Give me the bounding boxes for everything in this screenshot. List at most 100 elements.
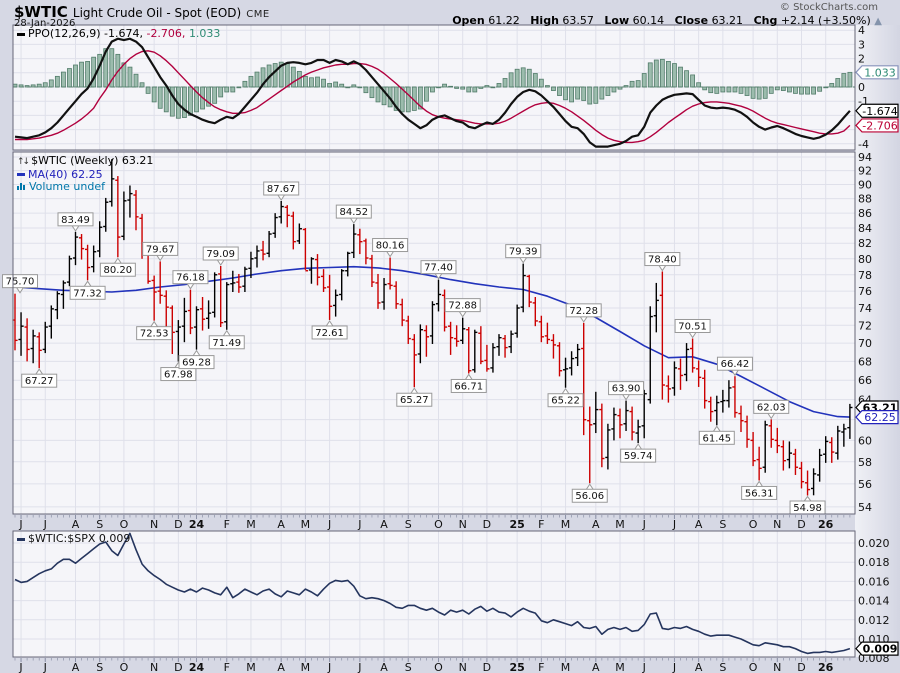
price-callout-label: 78.40 xyxy=(648,255,677,266)
price-callout: 79.67 xyxy=(142,241,179,262)
price-callout: 59.74 xyxy=(620,443,657,463)
close-label: Close xyxy=(674,14,709,27)
ppo-histogram-bar xyxy=(708,86,714,94)
ohlc-bar xyxy=(744,415,750,448)
month-label: O xyxy=(749,518,758,531)
ppo-histogram-bar xyxy=(829,83,835,88)
month-label: O xyxy=(120,518,129,531)
ohlc-bar xyxy=(847,403,853,439)
price-callout: 56.31 xyxy=(741,480,778,500)
ratio-axis-label: 0.016 xyxy=(858,575,890,588)
month-label: M xyxy=(615,661,625,673)
ppo-histogram-bar xyxy=(514,68,520,88)
price-callout: 56.06 xyxy=(571,483,608,503)
ma-line-icon xyxy=(17,173,25,176)
ppo-histogram-bar xyxy=(496,83,502,88)
ohlc-bar xyxy=(151,275,157,321)
ohlc-bar xyxy=(804,470,811,496)
ppo-histogram-bar xyxy=(405,86,411,113)
month-label: F xyxy=(538,661,544,673)
ohlc-bar xyxy=(435,279,442,312)
last-value-label: 0.009 xyxy=(863,643,898,656)
month-label: N xyxy=(150,518,158,531)
price-callout-label: 79.39 xyxy=(509,247,538,258)
ohlc-bar xyxy=(496,334,502,356)
ppo-histogram-bar xyxy=(762,86,768,99)
ohlc-bar xyxy=(78,234,85,260)
ppo-histogram-bar xyxy=(30,84,36,88)
ppo-histogram-bar xyxy=(805,86,810,95)
month-label: F xyxy=(538,518,544,531)
main-axis-label: 58 xyxy=(858,456,872,469)
ohlc-bar xyxy=(351,224,357,259)
ppo-histogram-bar xyxy=(526,68,532,88)
main-axis-label: 74 xyxy=(858,302,872,315)
price-callout-label: 80.16 xyxy=(376,241,405,252)
ppo-histogram-bar xyxy=(847,71,853,88)
ohlc-bar xyxy=(696,360,702,387)
main-axis-label: 76 xyxy=(858,285,872,298)
month-label: D xyxy=(483,518,491,531)
ratio-hgrid xyxy=(13,542,855,640)
ppo-histogram-bar xyxy=(54,75,60,88)
ppo-histogram-bar xyxy=(690,74,695,88)
ppo-histogram-bar xyxy=(617,86,623,90)
open-label: Open xyxy=(452,14,485,27)
ohlc-bar xyxy=(811,468,817,496)
price-callout: 54.98 xyxy=(789,495,826,515)
month-label: A xyxy=(277,518,285,531)
price-callout: 84.52 xyxy=(335,204,372,225)
ppo-histogram-bar xyxy=(36,83,42,88)
ohlc-bar xyxy=(641,389,647,439)
ohlc-bar xyxy=(587,406,593,484)
ppo-histogram-bar xyxy=(284,63,290,88)
ppo-histogram-bar xyxy=(593,86,599,104)
ohlc-bar xyxy=(42,321,48,354)
ohlc-bar xyxy=(502,335,508,358)
last-value-box: -2.706 xyxy=(855,118,899,133)
last-value-box: -1.674 xyxy=(855,103,899,118)
price-callout: 83.49 xyxy=(57,212,94,232)
ppo-histogram-bar xyxy=(290,66,296,88)
ohlc-bar xyxy=(720,389,726,413)
ohlc-bar xyxy=(441,289,448,332)
price-callout-label: 72.88 xyxy=(448,301,477,312)
month-label: S xyxy=(405,518,412,531)
ppo-histogram-bar xyxy=(145,86,151,94)
main-axis-label: 72 xyxy=(858,319,872,332)
ppo-histogram-bar xyxy=(339,83,345,88)
ohlc-bar xyxy=(163,290,169,328)
month-label: F xyxy=(224,661,230,673)
ppo-histogram-bar xyxy=(133,73,139,88)
ohlc-bar xyxy=(399,298,405,327)
ohlc-bar xyxy=(520,263,526,313)
ppo-histogram-bar xyxy=(151,86,157,103)
ohlc-bar xyxy=(829,437,835,463)
ppo-histogram-bar xyxy=(478,86,484,89)
ppo-histogram-bar xyxy=(714,86,720,94)
ohlc-bar xyxy=(569,351,575,376)
ppo-histogram-bar xyxy=(581,86,587,101)
ohlc-bar xyxy=(66,255,73,287)
main-legend-value: 63.21 xyxy=(121,154,154,167)
ohlc-bar xyxy=(236,273,242,293)
price-callout: 75.70 xyxy=(2,274,38,294)
price-callout: 79.09 xyxy=(202,246,239,266)
ppo-histogram-bar xyxy=(817,86,823,92)
ppo-histogram-bar xyxy=(611,86,617,93)
month-label: N xyxy=(459,518,467,531)
ratio-line xyxy=(14,532,851,655)
high-label: High xyxy=(530,14,559,27)
month-label: S xyxy=(405,661,412,673)
ohlc-bar xyxy=(786,441,792,469)
ohlc-bar xyxy=(314,254,321,286)
ppo-histogram-bar xyxy=(369,86,375,99)
ohlc-bar xyxy=(671,361,678,396)
month-label: J xyxy=(327,661,331,673)
ohlc-bar xyxy=(550,334,557,359)
ppo-histogram-bar xyxy=(569,86,574,103)
month-label: F xyxy=(224,518,230,531)
price-callout-label: 84.52 xyxy=(339,207,368,218)
chart-date: 28-Jan-2026 xyxy=(14,18,76,29)
ohlc-bar xyxy=(508,330,514,354)
